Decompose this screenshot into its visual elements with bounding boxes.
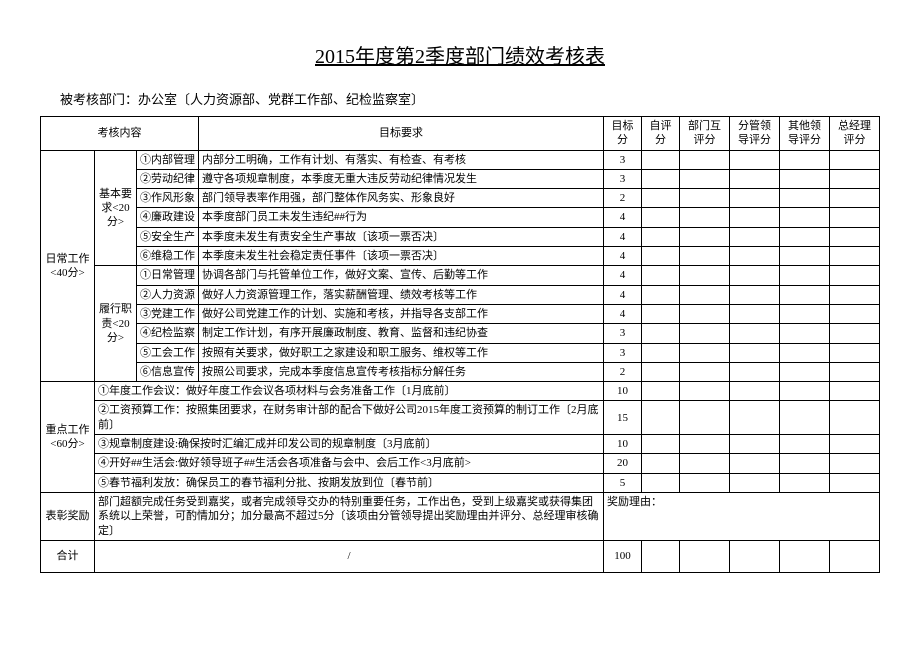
item-cell: ③作风形象 [137,189,199,208]
table-row: ②工资预算工作：按照集团要求，在财务审计部的配合下做好公司2015年度工资预算的… [41,401,880,435]
desc-cell: 协调各部门与托管单位工作，做好文案、宣传、后勤等工作 [199,266,604,285]
header-self-score: 自评分 [642,117,680,151]
table-row: ⑥维稳工作 本季度未发生社会稳定责任事件〔该项一票否决〕 4 [41,247,880,266]
table-row: ④廉政建设 本季度部门员工未发生违纪##行为 4 [41,208,880,227]
total-label: 合计 [41,540,95,572]
header-other-score: 其他领导评分 [780,117,830,151]
key-label: 重点工作<60分> [41,382,95,493]
score-cell: 10 [604,435,642,454]
desc-cell: ⑤春节福利发放：确保员工的春节福利分批、按期发放到位〔春节前〕 [95,473,604,492]
table-row: 日常工作<40分> 基本要求<20分> ①内部管理 内部分工明确，工作有计划、有… [41,150,880,169]
score-cell: 3 [604,169,642,188]
empty-cell [730,150,780,169]
total-placeholder: / [95,540,604,572]
table-row: ⑤春节福利发放：确保员工的春节福利分批、按期发放到位〔春节前〕 5 [41,473,880,492]
header-gm-score: 总经理评分 [830,117,880,151]
item-cell: ③党建工作 [137,304,199,323]
score-cell: 3 [604,343,642,362]
desc-cell: ①年度工作会议：做好年度工作会议各项材料与会务准备工作〔1月底前〕 [95,382,604,401]
daily-label: 日常工作<40分> [41,150,95,382]
desc-cell: 本季度部门员工未发生违纪##行为 [199,208,604,227]
header-dept-score: 部门互评分 [680,117,730,151]
table-row: ④纪检监察 制定工作计划，有序开展廉政制度、教育、监督和违纪协查 3 [41,324,880,343]
header-target: 目标要求 [199,117,604,151]
score-cell: 2 [604,362,642,381]
subtitle: 被考核部门：办公室〔人力资源部、党群工作部、纪检监察室〕 [40,89,880,108]
desc-cell: 本季度未发生社会稳定责任事件〔该项一票否决〕 [199,247,604,266]
score-cell: 4 [604,247,642,266]
score-cell: 4 [604,227,642,246]
header-row: 考核内容 目标要求 目标分 自评分 部门互评分 分管领导评分 其他领导评分 总经… [41,117,880,151]
score-cell: 20 [604,454,642,473]
desc-cell: 做好人力资源管理工作，落实薪酬管理、绩效考核等工作 [199,285,604,304]
table-row: ④开好##生活会:做好领导班子##生活会各项准备与会中、会后工作<3月底前> 2… [41,454,880,473]
desc-cell: 部门领导表率作用强，部门整体作风务实、形象良好 [199,189,604,208]
basic-label: 基本要求<20分> [95,150,137,266]
total-score: 100 [604,540,642,572]
desc-cell: 按照公司要求，完成本季度信息宣传考核指标分解任务 [199,362,604,381]
desc-cell: 遵守各项规章制度，本季度无重大违反劳动纪律情况发生 [199,169,604,188]
table-row: ⑤安全生产 本季度未发生有责安全生产事故〔该项一票否决〕 4 [41,227,880,246]
reward-row: 表彰奖励 部门超额完成任务受到嘉奖，或者完成领导交办的特别重要任务，工作出色，受… [41,492,880,540]
empty-cell [830,150,880,169]
desc-cell: 本季度未发生有责安全生产事故〔该项一票否决〕 [199,227,604,246]
table-row: ⑥信息宣传 按照公司要求，完成本季度信息宣传考核指标分解任务 2 [41,362,880,381]
score-cell: 5 [604,473,642,492]
desc-cell: 做好公司党建工作的计划、实施和考核，并指导各支部工作 [199,304,604,323]
table-row: ②劳动纪律 遵守各项规章制度，本季度无重大违反劳动纪律情况发生 3 [41,169,880,188]
page-title: 2015年度第2季度部门绩效考核表 [40,40,880,69]
desc-cell: 按照有关要求，做好职工之家建设和职工服务、维权等工作 [199,343,604,362]
duty-label: 履行职责<20分> [95,266,137,382]
item-cell: ①内部管理 [137,150,199,169]
item-cell: ⑤安全生产 [137,227,199,246]
assessment-table: 考核内容 目标要求 目标分 自评分 部门互评分 分管领导评分 其他领导评分 总经… [40,116,880,573]
score-cell: 4 [604,304,642,323]
empty-cell [680,150,730,169]
table-row: ③规章制度建设:确保按时汇编汇成并印发公司的规章制度〔3月底前〕 10 [41,435,880,454]
desc-cell: ②工资预算工作：按照集团要求，在财务审计部的配合下做好公司2015年度工资预算的… [95,401,604,435]
table-row: 重点工作<60分> ①年度工作会议：做好年度工作会议各项材料与会务准备工作〔1月… [41,382,880,401]
score-cell: 3 [604,324,642,343]
score-cell: 4 [604,266,642,285]
score-cell: 3 [604,150,642,169]
header-content: 考核内容 [41,117,199,151]
desc-cell: 内部分工明确，工作有计划、有落实、有检查、有考核 [199,150,604,169]
score-cell: 15 [604,401,642,435]
header-target-score: 目标分 [604,117,642,151]
desc-cell: 制定工作计划，有序开展廉政制度、教育、监督和违纪协查 [199,324,604,343]
table-row: 履行职责<20分> ①日常管理 协调各部门与托管单位工作，做好文案、宣传、后勤等… [41,266,880,285]
table-row: ⑤工会工作 按照有关要求，做好职工之家建设和职工服务、维权等工作 3 [41,343,880,362]
table-row: ③党建工作 做好公司党建工作的计划、实施和考核，并指导各支部工作 4 [41,304,880,323]
item-cell: ②人力资源 [137,285,199,304]
item-cell: ⑤工会工作 [137,343,199,362]
empty-cell [642,150,680,169]
reward-desc: 部门超额完成任务受到嘉奖，或者完成领导交办的特别重要任务，工作出色，受到上级嘉奖… [95,492,604,540]
score-cell: 10 [604,382,642,401]
item-cell: ④廉政建设 [137,208,199,227]
item-cell: ⑥维稳工作 [137,247,199,266]
item-cell: ④纪检监察 [137,324,199,343]
item-cell: ②劳动纪律 [137,169,199,188]
desc-cell: ③规章制度建设:确保按时汇编汇成并印发公司的规章制度〔3月底前〕 [95,435,604,454]
table-row: ③作风形象 部门领导表率作用强，部门整体作风务实、形象良好 2 [41,189,880,208]
reward-label: 表彰奖励 [41,492,95,540]
table-row: ②人力资源 做好人力资源管理工作，落实薪酬管理、绩效考核等工作 4 [41,285,880,304]
score-cell: 2 [604,189,642,208]
score-cell: 4 [604,208,642,227]
item-cell: ⑥信息宣传 [137,362,199,381]
empty-cell [780,150,830,169]
score-cell: 4 [604,285,642,304]
reward-reason: 奖励理由： [604,492,880,540]
total-row: 合计 / 100 [41,540,880,572]
header-leader-score: 分管领导评分 [730,117,780,151]
desc-cell: ④开好##生活会:做好领导班子##生活会各项准备与会中、会后工作<3月底前> [95,454,604,473]
item-cell: ①日常管理 [137,266,199,285]
